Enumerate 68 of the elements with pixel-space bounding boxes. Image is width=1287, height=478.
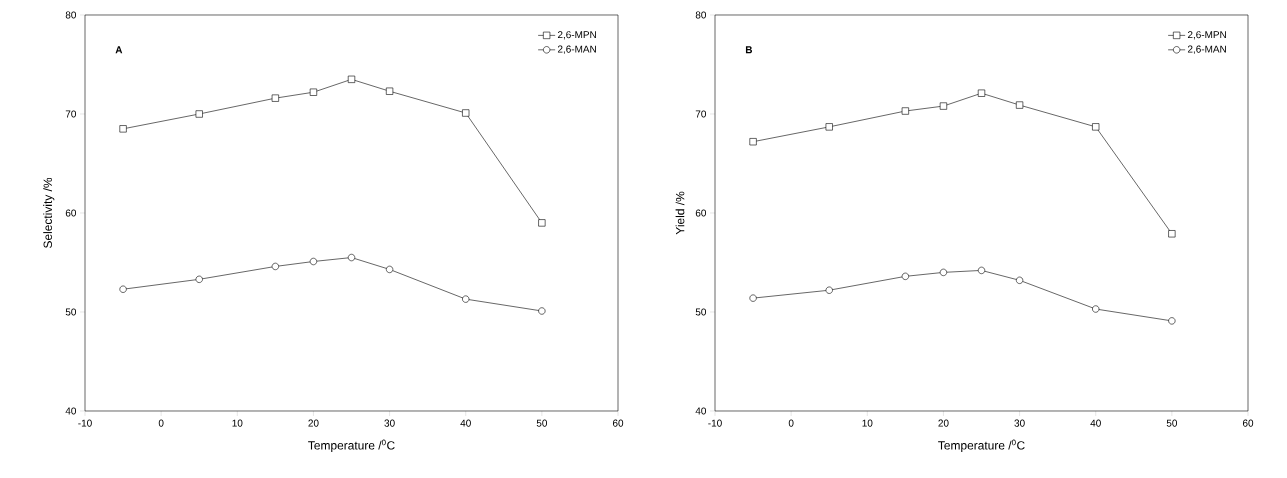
point	[901, 107, 909, 115]
point	[1015, 276, 1024, 284]
x-tick-label: 60	[612, 419, 624, 427]
y-tick-label: 60	[695, 209, 707, 217]
point	[749, 294, 757, 302]
legend-label: 2,6-MPN	[1187, 31, 1226, 40]
y-tick-label: 60	[65, 209, 77, 217]
point	[977, 266, 986, 275]
point	[901, 272, 909, 280]
point	[462, 295, 470, 303]
point	[385, 87, 394, 95]
text: B	[745, 46, 753, 54]
x-tick-label: 0	[788, 419, 794, 427]
x-tick-label: 60	[1242, 419, 1254, 427]
point	[749, 138, 757, 146]
point	[195, 110, 203, 118]
point	[825, 286, 833, 294]
point	[385, 265, 394, 274]
point	[977, 89, 986, 97]
x-tick-label: 20	[938, 419, 949, 427]
point	[195, 275, 203, 283]
point	[309, 88, 318, 96]
x-tick-label: 50	[536, 419, 548, 427]
legend-label: 2,6-MAN	[557, 45, 596, 54]
x-tick-label: -10	[708, 419, 722, 427]
y-tick-label: 50	[65, 308, 77, 316]
x-tick-label: 30	[384, 419, 395, 427]
point	[825, 123, 833, 131]
point	[347, 75, 356, 83]
y-tick-label: 50	[695, 308, 707, 316]
y-tick-label: 70	[695, 110, 707, 118]
point	[119, 125, 127, 133]
legend-label: 2,6-MAN	[1187, 45, 1226, 54]
point	[1168, 230, 1176, 238]
point	[1168, 317, 1176, 325]
point	[1092, 305, 1100, 313]
point	[538, 219, 546, 227]
text: A	[115, 46, 123, 54]
x-tick-label: 0	[158, 419, 164, 427]
y-tick-label: 80	[695, 11, 707, 19]
x-tick-label: 20	[308, 419, 319, 427]
x-tick-label: -10	[78, 419, 92, 427]
point	[119, 285, 127, 293]
x-tick-label: 10	[862, 419, 873, 427]
y-tick-label: 70	[65, 110, 77, 118]
y-tick-label: 40	[695, 407, 707, 415]
y-tick-label: 40	[65, 407, 77, 415]
y-axis-title: Yield /%	[675, 191, 685, 235]
point	[309, 257, 318, 266]
point	[462, 109, 470, 117]
x-tick-label: 10	[232, 419, 243, 427]
legend-label: 2,6-MPN	[557, 31, 596, 40]
point	[1092, 123, 1100, 131]
x-tick-label: 30	[1014, 419, 1025, 427]
x-axis-title: Temperature /$^{0}$C	[938, 439, 1025, 452]
y-tick-label: 80	[65, 11, 77, 19]
point	[939, 102, 948, 110]
x-tick-label: 50	[1166, 419, 1178, 427]
point	[347, 253, 356, 262]
point	[271, 262, 279, 271]
y-axis-title: Selectivity /%	[43, 177, 55, 248]
point	[271, 94, 279, 102]
point	[939, 268, 948, 276]
x-axis-title: Temperature /$^{0}$C	[308, 439, 395, 452]
x-tick-label: 40	[1090, 419, 1101, 427]
x-tick-label: 40	[460, 419, 471, 427]
point	[538, 307, 546, 315]
point	[1015, 101, 1024, 109]
